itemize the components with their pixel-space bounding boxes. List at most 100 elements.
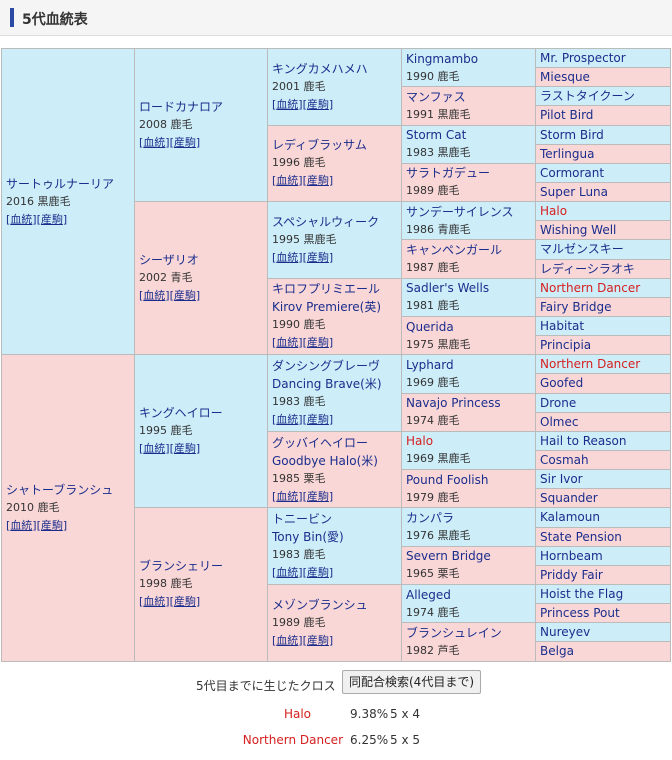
horse-name-link[interactable]: Lyphard (406, 357, 454, 372)
horse-name-link[interactable]: Northern Dancer (540, 280, 641, 295)
horse-name-link[interactable]: Northern Dancer (540, 357, 641, 372)
cross-horse-link[interactable]: Halo (283, 707, 311, 721)
horse-name-link[interactable]: Fairy Bridge (540, 299, 612, 314)
horse-name-link[interactable]: ブランシュレイン (406, 625, 502, 640)
horse-name-link[interactable]: Kalamoun (540, 510, 600, 525)
horse-name-link[interactable]: Storm Bird (540, 127, 604, 142)
offspring-link[interactable]: 産駒 (173, 442, 196, 456)
horse-name-link[interactable]: キングヘイロー (139, 406, 223, 421)
bloodline-link[interactable]: 血統 (276, 413, 299, 427)
ancestor-cell-gen3: メゾンブランシュ 1989 鹿毛 [血統][産駒] (267, 583, 402, 662)
offspring-link[interactable]: 産駒 (40, 518, 63, 532)
bloodline-link[interactable]: 血統 (143, 289, 166, 303)
horse-name-link[interactable]: Princess Pout (540, 606, 620, 621)
bloodline-link[interactable]: 血統 (276, 174, 299, 188)
horse-name-link[interactable]: マルゼンスキー (540, 242, 624, 257)
bloodline-link[interactable]: 血統 (276, 250, 299, 264)
horse-name-link[interactable]: Priddy Fair (540, 567, 603, 582)
horse-name-link[interactable]: Belga (540, 644, 574, 659)
offspring-link[interactable]: 産駒 (40, 212, 63, 226)
offspring-link[interactable]: 産駒 (306, 566, 329, 580)
horse-name-link[interactable]: キャンペンガール (406, 243, 503, 258)
horse-name-link[interactable]: Nureyev (540, 625, 591, 640)
horse-name-link[interactable]: ブランシェリー (139, 559, 224, 574)
horse-name-link[interactable]: レディブラッサム (272, 138, 367, 153)
horse-english-name-link[interactable]: Tony Bin(愛) (272, 530, 344, 545)
horse-name-link[interactable]: Cormorant (540, 165, 605, 180)
horse-name-link[interactable]: Squander (540, 491, 598, 506)
horse-name-link[interactable]: Olmec (540, 414, 579, 429)
horse-name-link[interactable]: サートゥルナーリア (6, 176, 115, 191)
horse-name-link[interactable]: Sadler's Wells (406, 281, 490, 296)
offspring-link[interactable]: 産駒 (306, 633, 329, 647)
bloodline-link[interactable]: 血統 (276, 566, 299, 580)
horse-name-link[interactable]: Hoist the Flag (540, 587, 624, 601)
horse-name-link[interactable]: Terlingua (540, 146, 595, 161)
horse-name-link[interactable]: Halo (406, 434, 434, 449)
offspring-link[interactable]: 産駒 (306, 97, 329, 111)
horse-name-link[interactable]: サンデーサイレンス (406, 204, 514, 219)
horse-name-link[interactable]: レディーシラオキ (540, 261, 635, 276)
horse-links: [血統][産駒] (6, 518, 68, 532)
horse-name-link[interactable]: Goofed (540, 376, 584, 391)
horse-name-link[interactable]: カンパラ (406, 511, 455, 526)
horse-name-link[interactable]: Hornbeam (540, 548, 603, 563)
offspring-link[interactable]: 産駒 (306, 489, 329, 503)
horse-name-link[interactable]: Cosmah (540, 453, 589, 468)
horse-name-link[interactable]: Halo (540, 204, 568, 219)
bloodline-link[interactable]: 血統 (276, 489, 299, 503)
horse-name-link[interactable]: メゾンブランシュ (272, 597, 368, 612)
horse-name-link[interactable]: Super Luna (540, 185, 609, 200)
horse-name-link[interactable]: ロードカナロア (139, 100, 224, 115)
horse-name-link[interactable]: キロフプリミエール (272, 282, 381, 297)
bloodline-link[interactable]: 血統 (276, 97, 299, 111)
horse-name-link[interactable]: Sir Ivor (540, 472, 583, 487)
horse-name-link[interactable]: Pound Foolish (406, 472, 489, 487)
horse-name-link[interactable]: State Pension (540, 529, 622, 544)
horse-english-name-link[interactable]: Dancing Brave(米) (272, 377, 382, 392)
offspring-link[interactable]: 産駒 (306, 336, 329, 350)
horse-name-link[interactable]: Pilot Bird (540, 108, 594, 123)
offspring-link[interactable]: 産駒 (173, 289, 196, 303)
bloodline-link[interactable]: 血統 (276, 633, 299, 647)
horse-name-link[interactable]: Mr. Prospector (540, 51, 626, 66)
same-mating-search-button[interactable]: 同配合検索(4代目まで) (342, 670, 481, 694)
horse-name-link[interactable]: マンファス (406, 89, 466, 104)
horse-name-link[interactable]: Habitat (540, 319, 585, 334)
horse-name-link[interactable]: Navajo Princess (406, 396, 501, 411)
horse-english-name-link[interactable]: Goodbye Halo(米) (272, 453, 378, 468)
bloodline-link[interactable]: 血統 (276, 336, 299, 350)
offspring-link[interactable]: 産駒 (306, 413, 329, 427)
horse-name-link[interactable]: ダンシングブレーヴ (272, 359, 381, 374)
horse-english-name-link[interactable]: Kirov Premiere(英) (272, 300, 382, 315)
cross-horse-link[interactable]: Northern Dancer (242, 733, 343, 747)
horse-name-link[interactable]: シーザリオ (139, 253, 199, 268)
offspring-link[interactable]: 産駒 (173, 136, 196, 150)
ancestor-cell-gen1: サートゥルナーリア 2016 黒鹿毛 [血統][産駒] (1, 47, 135, 356)
horse-name-link[interactable]: トニービン (272, 512, 333, 527)
horse-name-link[interactable]: Kingmambo (406, 51, 479, 66)
bloodline-link[interactable]: 血統 (143, 595, 166, 609)
horse-name-link[interactable]: シャトーブランシュ (6, 482, 114, 497)
horse-name-link[interactable]: Wishing Well (540, 223, 617, 238)
horse-name-link[interactable]: Miesque (540, 70, 590, 85)
horse-name-link[interactable]: ラストタイクーン (540, 89, 635, 104)
horse-name-link[interactable]: スペシャルウィーク (272, 214, 380, 229)
horse-name-link[interactable]: Principia (540, 338, 592, 353)
horse-name-link[interactable]: Querida (406, 319, 454, 334)
bloodline-link[interactable]: 血統 (143, 442, 166, 456)
horse-name-link[interactable]: サラトガデュー (406, 166, 491, 181)
bloodline-link[interactable]: 血統 (10, 518, 33, 532)
horse-name-link[interactable]: Drone (540, 395, 577, 410)
offspring-link[interactable]: 産駒 (173, 595, 196, 609)
bloodline-link[interactable]: 血統 (10, 212, 33, 226)
horse-name-link[interactable]: Storm Cat (406, 128, 467, 143)
offspring-link[interactable]: 産駒 (306, 174, 329, 188)
offspring-link[interactable]: 産駒 (306, 250, 329, 264)
horse-name-link[interactable]: グッバイヘイロー (272, 435, 369, 450)
horse-name-link[interactable]: Hail to Reason (540, 433, 627, 448)
horse-name-link[interactable]: Severn Bridge (406, 549, 491, 564)
horse-name-link[interactable]: キングカメハメハ (272, 61, 368, 76)
horse-name-link[interactable]: Alleged (406, 587, 451, 602)
bloodline-link[interactable]: 血統 (143, 136, 166, 150)
